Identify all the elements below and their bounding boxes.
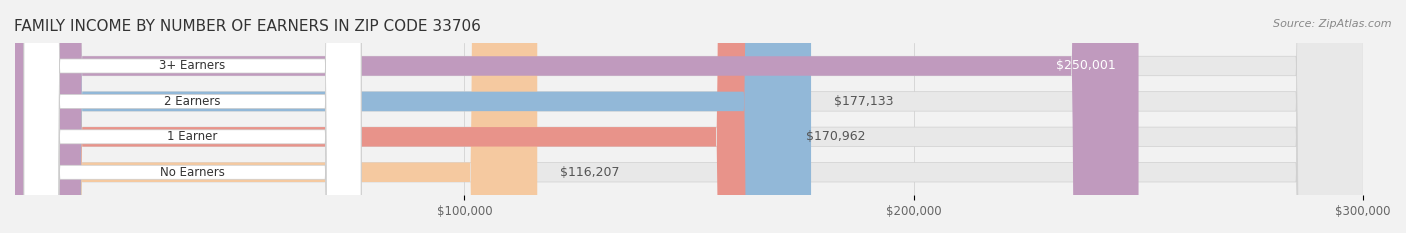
FancyBboxPatch shape — [24, 0, 361, 233]
Text: $177,133: $177,133 — [834, 95, 893, 108]
FancyBboxPatch shape — [24, 0, 361, 233]
FancyBboxPatch shape — [24, 0, 361, 233]
FancyBboxPatch shape — [15, 0, 1364, 233]
FancyBboxPatch shape — [24, 0, 361, 233]
Text: 1 Earner: 1 Earner — [167, 130, 218, 143]
FancyBboxPatch shape — [15, 0, 811, 233]
Text: Source: ZipAtlas.com: Source: ZipAtlas.com — [1274, 19, 1392, 29]
Text: No Earners: No Earners — [160, 166, 225, 179]
FancyBboxPatch shape — [15, 0, 1364, 233]
FancyBboxPatch shape — [15, 0, 783, 233]
FancyBboxPatch shape — [15, 0, 1139, 233]
Text: $116,207: $116,207 — [560, 166, 619, 179]
Text: FAMILY INCOME BY NUMBER OF EARNERS IN ZIP CODE 33706: FAMILY INCOME BY NUMBER OF EARNERS IN ZI… — [14, 19, 481, 34]
Text: $250,001: $250,001 — [1056, 59, 1116, 72]
Text: $170,962: $170,962 — [806, 130, 865, 143]
Text: 2 Earners: 2 Earners — [165, 95, 221, 108]
Text: 3+ Earners: 3+ Earners — [159, 59, 225, 72]
FancyBboxPatch shape — [15, 0, 1364, 233]
FancyBboxPatch shape — [15, 0, 1364, 233]
FancyBboxPatch shape — [15, 0, 537, 233]
